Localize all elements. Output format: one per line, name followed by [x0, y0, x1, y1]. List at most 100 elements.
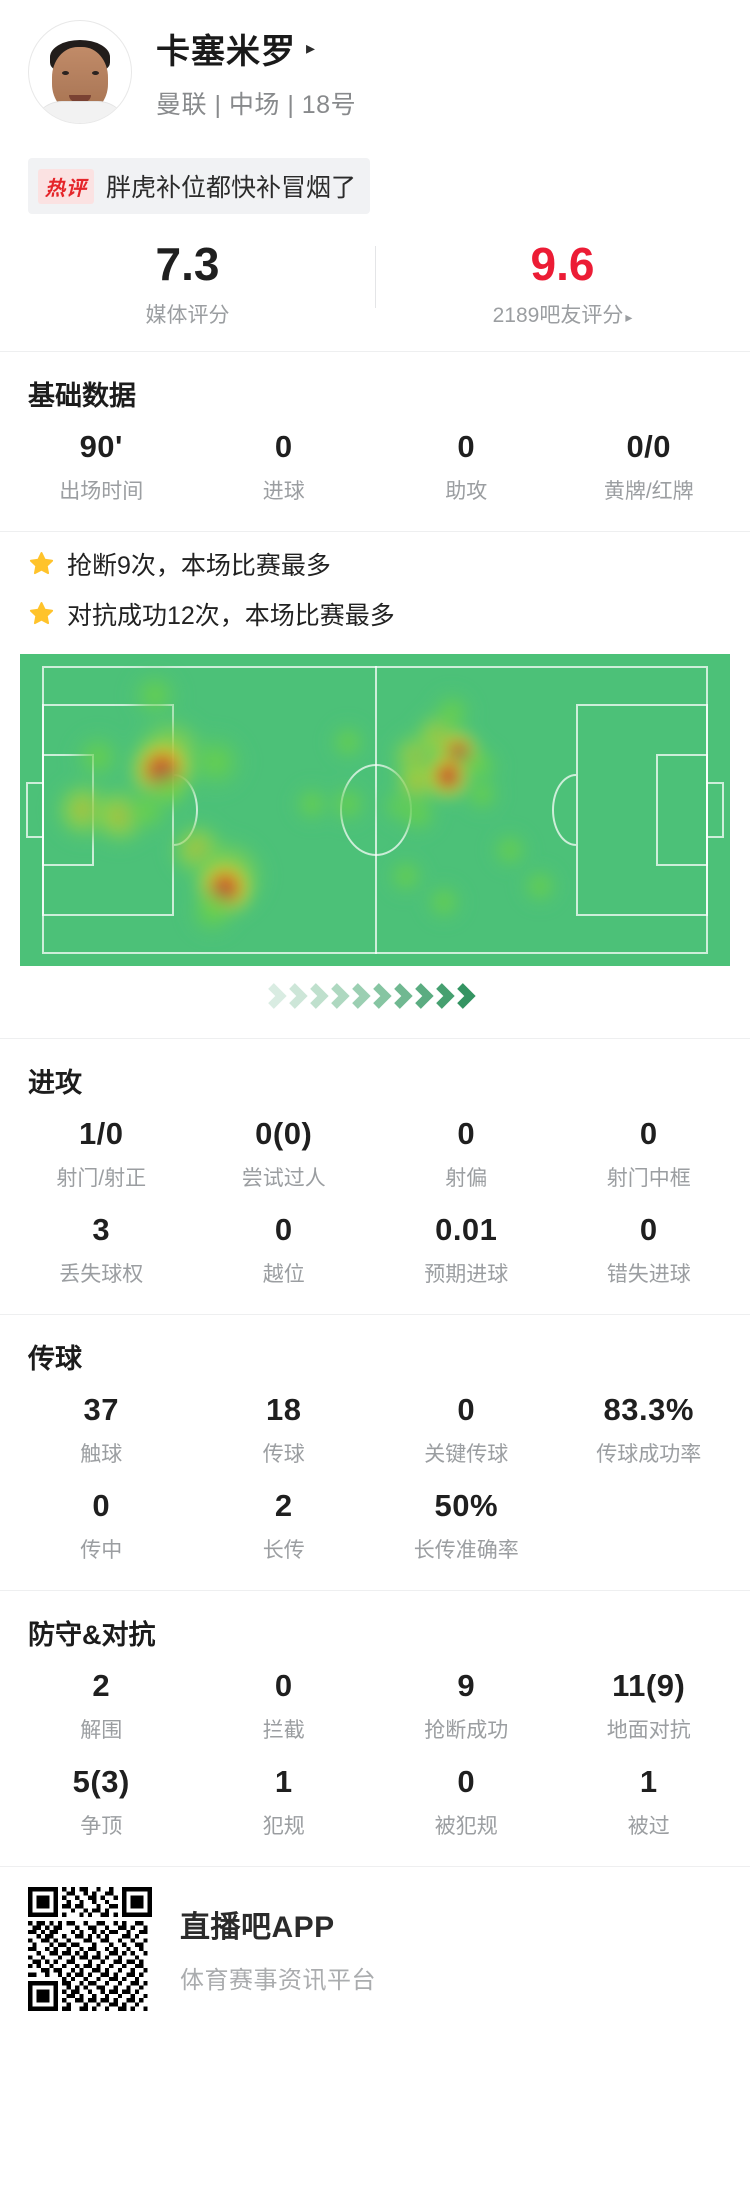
media-rating: 7.3 媒体评分	[0, 238, 375, 329]
stat-value: 0	[639, 1211, 658, 1247]
stat-value: 37	[83, 1391, 119, 1427]
stat-label: 解围	[80, 1718, 123, 1742]
stat-row: 0 传中 2 长传 50% 长传准确率 — —	[0, 1472, 750, 1568]
stat-item: 0 射门中框	[558, 1116, 741, 1192]
player-header: 卡塞米罗 ▸ 曼联 | 中场 | 18号	[0, 0, 750, 130]
stat-item: 37 触球	[10, 1392, 193, 1468]
stat-value: 0	[457, 1115, 476, 1151]
goal-right	[706, 781, 724, 838]
stat-label: 传中	[80, 1538, 123, 1562]
fan-rating-label[interactable]: 2189吧友评分 ▸	[375, 299, 750, 329]
stat-item: 0 拦截	[193, 1668, 376, 1744]
page-title: 卡塞米罗	[156, 32, 296, 71]
heatmap-overlay	[48, 664, 564, 942]
app-name: 直播吧APP	[180, 1911, 335, 1945]
stat-label: 越位	[262, 1262, 305, 1286]
stat-row: 5(3) 争顶 1 犯规 0 被犯规 1 被过	[0, 1748, 750, 1844]
stat-label: 触球	[80, 1442, 123, 1466]
hot-comment[interactable]: 热评 胖虎补位都快补冒烟了	[28, 158, 371, 214]
stat-label: 地面对抗	[606, 1718, 691, 1742]
hot-comment-badge: 热评	[38, 168, 94, 204]
stat-item: 0 错失进球	[558, 1212, 741, 1288]
stat-row: 37 触球 18 传球 0 关键传球 83.3% 传球成功率	[0, 1376, 750, 1472]
stat-item: 0 进球	[193, 429, 376, 505]
highlights: 抢断9次，本场比赛最多 对抗成功12次，本场比赛最多	[0, 532, 750, 632]
fan-rating[interactable]: 9.6 2189吧友评分 ▸	[375, 238, 750, 329]
stat-value: 18	[266, 1391, 302, 1427]
stat-item: 3 丢失球权	[10, 1212, 193, 1288]
avatar-mouth	[69, 95, 91, 102]
stat-row: 1/0 射门/射正 0(0) 尝试过人 0 射偏 0 射门中框	[0, 1100, 750, 1196]
section-attack: 进攻 1/0 射门/射正 0(0) 尝试过人 0 射偏 0 射门中框 3 丢失球…	[0, 1039, 750, 1292]
stat-value: 1	[639, 1763, 658, 1799]
media-rating-label: 媒体评分	[145, 303, 230, 327]
stat-value: 0	[92, 1487, 111, 1523]
avatar[interactable]	[28, 20, 132, 124]
ratings-row: 7.3 媒体评分 9.6 2189吧友评分 ▸	[0, 238, 750, 329]
stat-item: 0.01 预期进球	[375, 1212, 558, 1288]
ratings-divider	[375, 246, 376, 308]
player-meta: 曼联 | 中场 | 18号	[156, 90, 357, 119]
stat-item: 0 关键传球	[375, 1392, 558, 1468]
stat-value: 5(3)	[72, 1763, 130, 1799]
stat-value: 2	[92, 1667, 111, 1703]
stat-item: 0 越位	[193, 1212, 376, 1288]
stat-value: 0	[274, 1211, 293, 1247]
stat-label: 拦截	[262, 1718, 305, 1742]
section-divider	[0, 1313, 750, 1315]
stat-item: 2 长传	[193, 1488, 376, 1564]
stat-value: 1	[274, 1763, 293, 1799]
stat-item: 18 传球	[193, 1392, 376, 1468]
stat-item: 50% 长传准确率	[375, 1488, 558, 1564]
section-divider	[0, 1589, 750, 1591]
stat-value: 0	[274, 428, 293, 464]
fan-rating-label-text: 2189吧友评分	[492, 303, 624, 327]
stat-value: 0/0	[626, 428, 672, 464]
chevron-right-icon: ▸	[625, 308, 633, 325]
pitch-heatmap[interactable]	[20, 653, 730, 966]
stat-value: 0	[457, 428, 476, 464]
chevron-right-icon[interactable]: ▸	[306, 38, 316, 58]
star-icon	[29, 552, 54, 575]
stat-label: 丢失球权	[59, 1262, 144, 1286]
stat-value: 9	[457, 1667, 476, 1703]
section-passing: 传球 37 触球 18 传球 0 关键传球 83.3% 传球成功率 0 传中	[0, 1315, 750, 1568]
avatar-shoulders	[32, 101, 128, 123]
section-basic: 基础数据 90' 出场时间 0 进球 0 助攻 0/0 黄牌/红牌	[0, 352, 750, 509]
section-divider	[0, 530, 750, 532]
stat-item: 83.3% 传球成功率	[558, 1392, 741, 1468]
section-divider	[0, 1865, 750, 1867]
highlight-item: 对抗成功12次，本场比赛最多	[28, 596, 722, 632]
stat-label: 被犯规	[434, 1814, 498, 1838]
stat-item: 9 抢断成功	[375, 1668, 558, 1744]
qr-code-icon[interactable]	[28, 1886, 152, 2011]
section-divider	[0, 1037, 750, 1039]
highlight-item: 抢断9次，本场比赛最多	[28, 546, 722, 582]
stat-label: 射门中框	[606, 1166, 691, 1190]
stat-value: 90'	[79, 428, 123, 464]
app-tagline: 体育赛事资讯平台	[180, 1967, 376, 1995]
stat-label: 射偏	[445, 1166, 488, 1190]
stat-label: 关键传球	[424, 1442, 509, 1466]
stat-item: 90' 出场时间	[10, 429, 193, 505]
stat-label: 进球	[262, 479, 305, 503]
stat-row: 3 丢失球权 0 越位 0.01 预期进球 0 错失进球	[0, 1196, 750, 1292]
stat-item: 0/0 黄牌/红牌	[558, 429, 741, 505]
stat-label: 错失进球	[606, 1262, 691, 1286]
star-icon	[29, 602, 54, 625]
stat-label: 被过	[627, 1814, 670, 1838]
stat-value: 3	[92, 1211, 111, 1247]
stat-label: 预期进球	[424, 1262, 509, 1286]
heatmap-section	[0, 646, 750, 1016]
stat-label: 助攻	[445, 479, 488, 503]
app-info: 直播吧APP 体育赛事资讯平台	[180, 1902, 376, 1995]
stat-item: 1 被过	[558, 1764, 741, 1840]
section-title: 进攻	[28, 1067, 82, 1098]
stat-value: 0.01	[435, 1211, 498, 1247]
stat-value: 0	[274, 1667, 293, 1703]
stat-row: 90' 出场时间 0 进球 0 助攻 0/0 黄牌/红牌	[0, 413, 750, 509]
highlight-text: 抢断9次，本场比赛最多	[67, 551, 331, 580]
stat-value: 1/0	[78, 1115, 124, 1151]
stat-item: 11(9) 地面对抗	[558, 1668, 741, 1744]
player-name-row[interactable]: 卡塞米罗 ▸	[156, 24, 356, 73]
